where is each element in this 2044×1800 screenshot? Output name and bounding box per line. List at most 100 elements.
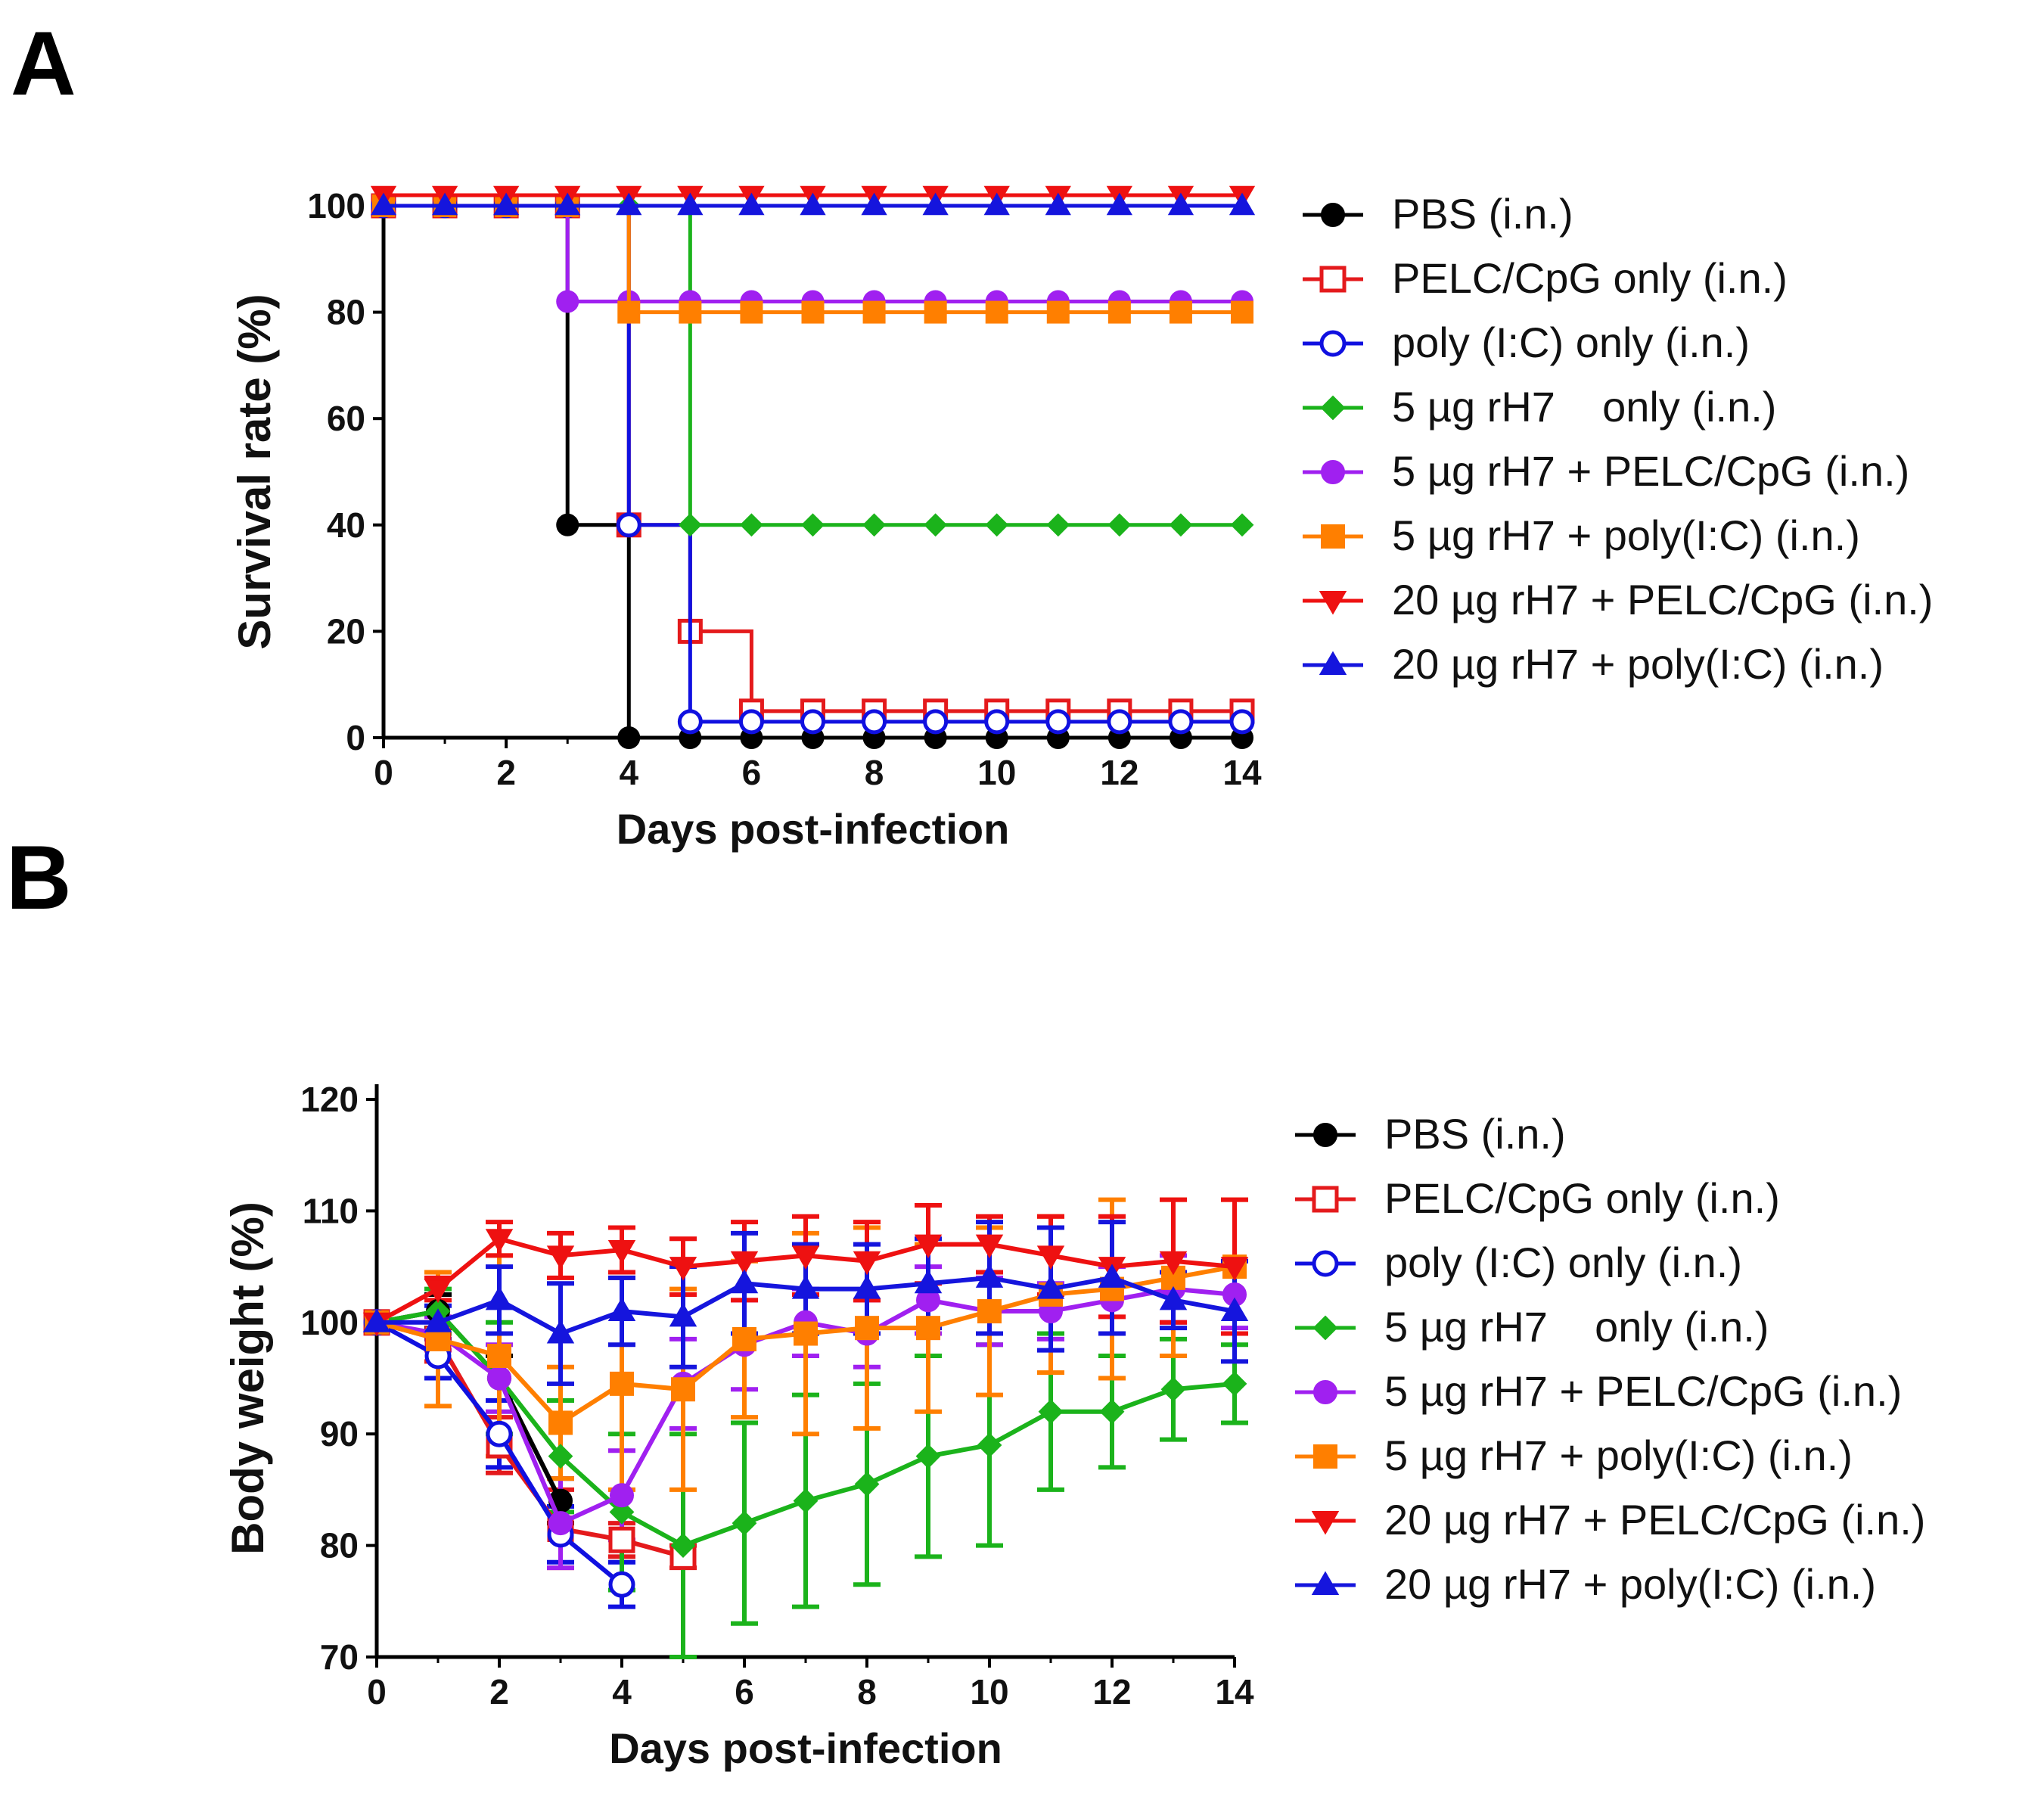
panel-a-point-5-g-rh7-only-i-n	[801, 513, 825, 537]
panel-a-point-20-g-rh7-poly-i-c-i-n	[1045, 192, 1071, 216]
panel-b-point-5-g-rh7-poly-i-c-i-n	[977, 1299, 1002, 1324]
panel-b-y-tick-label: 110	[303, 1191, 359, 1230]
panel-a-point-5-g-rh7-only-i-n	[924, 513, 948, 537]
panel-b-point-20-g-rh7-pelc-cpg-i-n	[1159, 1251, 1188, 1276]
panel-a-legend-label-poly-i-c-only-i-n: poly (I:C) only (i.n.)	[1392, 319, 1750, 366]
panel-b-x-tick-label: 12	[1092, 1672, 1131, 1711]
panel-a-point-20-g-rh7-poly-i-c-i-n	[554, 192, 581, 216]
panel-a-legend-label-5-g-rh7-pelc-cpg-i-n: 5 µg rH7 + PELC/CpG (i.n.)	[1392, 447, 1909, 495]
panel-a-legend-label-20-g-rh7-pelc-cpg-i-n: 20 µg rH7 + PELC/CpG (i.n.)	[1392, 576, 1933, 623]
panel-b-point-20-g-rh7-poly-i-c-i-n	[362, 1308, 391, 1332]
panel-a-point-20-g-rh7-poly-i-c-i-n	[1167, 192, 1194, 216]
panel-a-point-5-g-rh7-poly-i-c-i-n	[862, 300, 886, 324]
panel-b-x-tick-label: 6	[735, 1672, 754, 1711]
panel-b-point-5-g-rh7-only-i-n	[670, 1533, 696, 1559]
panel-b-legend-marker-pelc-cpg-only-i-n	[1312, 1186, 1339, 1213]
panel-a-x-tick-label: 10	[977, 753, 1016, 792]
panel-a-legend-marker-5-g-rh7-only-i-n	[1320, 395, 1346, 421]
panel-a-point-poly-i-c-only-i-n	[1045, 709, 1071, 735]
panel-b-legend-label-20-g-rh7-poly-i-c-i-n: 20 µg rH7 + poly(I:C) (i.n.)	[1384, 1560, 1876, 1608]
panel-b-legend-label-poly-i-c-only-i-n: poly (I:C) only (i.n.)	[1384, 1239, 1742, 1286]
panel-b-point-5-g-rh7-poly-i-c-i-n	[610, 1371, 634, 1396]
panel-b-point-20-g-rh7-pelc-cpg-i-n	[791, 1245, 820, 1270]
panel-a-point-5-g-rh7-poly-i-c-i-n	[617, 300, 641, 324]
panel-a-point-poly-i-c-only-i-n	[616, 512, 641, 538]
panel-a-point-poly-i-c-only-i-n	[677, 709, 703, 735]
panel-a-point-20-g-rh7-poly-i-c-i-n	[431, 192, 458, 216]
survival-chart: 0 2 4 6 8 10 12 14 0 20 40 60 80 100 Days post-infecti…	[229, 185, 1933, 853]
panel-b-y-tick-label: 80	[320, 1526, 359, 1565]
panel-a-point-poly-i-c-only-i-n	[738, 709, 764, 735]
panel-b-point-5-g-rh7-only-i-n	[793, 1488, 819, 1514]
panel-a-series-line-5-g-rh7-only-i-n	[384, 204, 1242, 527]
panel-b-point-20-g-rh7-pelc-cpg-i-n	[975, 1234, 1004, 1259]
panel-b-point-5-g-rh7-pelc-cpg-i-n	[487, 1366, 511, 1391]
panel-b-legend-label-5-g-rh7-pelc-cpg-i-n: 5 µg rH7 + PELC/CpG (i.n.)	[1384, 1367, 1902, 1415]
panel-a-legend-marker-5-g-rh7-pelc-cpg-i-n	[1321, 460, 1345, 484]
panel-a-series-line-pbs-i-n	[384, 204, 1242, 740]
panel-b-y-axis-label: Body weight (%)	[222, 1202, 273, 1555]
panel-a-point-5-g-rh7-poly-i-c-i-n	[1169, 300, 1192, 324]
panel-b-y-tick-label: 100	[300, 1303, 359, 1342]
panel-b-point-5-g-rh7-only-i-n	[609, 1499, 635, 1525]
panel-a-point-5-g-rh7-pelc-cpg-i-n	[556, 290, 579, 313]
panel-b-point-5-g-rh7-poly-i-c-i-n	[732, 1326, 756, 1351]
panel-a-y-axis-label: Survival rate (%)	[229, 294, 280, 649]
panel-b-legend-label-5-g-rh7-only-i-n: 5 µg rH7 only (i.n.)	[1384, 1303, 1769, 1351]
panel-a-point-pbs-i-n	[556, 513, 579, 536]
panel-a-point-5-g-rh7-only-i-n	[1230, 513, 1254, 537]
panel-b-legend-marker-5-g-rh7-pelc-cpg-i-n	[1313, 1380, 1337, 1404]
panel-a-series-line-5-g-rh7-pelc-cpg-i-n	[384, 204, 1242, 304]
panel-a-legend-label-5-g-rh7-only-i-n: 5 µg rH7 only (i.n.)	[1392, 383, 1776, 431]
panel-a-legend-label-5-g-rh7-poly-i-c-i-n: 5 µg rH7 + poly(I:C) (i.n.)	[1392, 511, 1860, 559]
panel-b-legend-label-pelc-cpg-only-i-n: PELC/CpG only (i.n.)	[1384, 1174, 1780, 1222]
panel-b-legend-marker-5-g-rh7-poly-i-c-i-n	[1313, 1444, 1337, 1469]
panel-a-point-20-g-rh7-poly-i-c-i-n	[738, 192, 765, 216]
panel-a-x-tick-label: 2	[496, 753, 516, 792]
panel-a-legend-marker-20-g-rh7-poly-i-c-i-n	[1319, 651, 1347, 675]
panel-b-point-5-g-rh7-only-i-n	[1038, 1399, 1064, 1425]
panel-b-y-tick-label: 90	[320, 1414, 359, 1453]
panel-a-series-line-pelc-cpg-only-i-n	[384, 204, 1242, 713]
panel-a-point-5-g-rh7-poly-i-c-i-n	[1107, 300, 1131, 324]
panel-b-point-20-g-rh7-poly-i-c-i-n	[485, 1285, 514, 1310]
panel-b-x-axis-label: Days post-infection	[609, 1724, 1002, 1772]
panel-a-point-20-g-rh7-poly-i-c-i-n	[677, 192, 704, 216]
panel-b-point-20-g-rh7-poly-i-c-i-n	[975, 1264, 1004, 1288]
panel-a-point-poly-i-c-only-i-n	[923, 709, 949, 735]
panel-a-point-5-g-rh7-only-i-n	[862, 513, 886, 537]
panel-b-legend-label-20-g-rh7-pelc-cpg-i-n: 20 µg rH7 + PELC/CpG (i.n.)	[1384, 1496, 1925, 1544]
panel-b-x-tick-label: 4	[612, 1672, 632, 1711]
panel-a-series-line-poly-i-c-only-i-n	[384, 204, 1242, 724]
panel-a-point-poly-i-c-only-i-n	[1107, 709, 1132, 735]
panel-a-y-tick-label: 100	[307, 186, 365, 225]
panel-a-x-tick-label: 12	[1100, 753, 1138, 792]
panel-b-point-20-g-rh7-poly-i-c-i-n	[853, 1275, 881, 1299]
panel-b-y-tick-label: 120	[300, 1080, 359, 1119]
panel-b-point-5-g-rh7-only-i-n	[732, 1510, 757, 1536]
panel-b-point-5-g-rh7-poly-i-c-i-n	[855, 1316, 879, 1341]
panel-a-label: A	[11, 13, 76, 114]
panel-a-point-5-g-rh7-only-i-n	[678, 513, 702, 537]
panel-a-y-tick-label: 20	[327, 611, 365, 651]
panel-a-point-20-g-rh7-poly-i-c-i-n	[922, 192, 949, 216]
panel-a-y-tick-label: 60	[327, 399, 365, 438]
panel-a-point-5-g-rh7-only-i-n	[1107, 513, 1132, 537]
panel-a-point-poly-i-c-only-i-n	[984, 709, 1010, 735]
panel-a-y-tick-label: 80	[327, 293, 365, 332]
panel-b-point-20-g-rh7-poly-i-c-i-n	[791, 1275, 820, 1299]
panel-b-point-5-g-rh7-pelc-cpg-i-n	[610, 1483, 634, 1508]
panel-b-point-5-g-rh7-only-i-n	[1160, 1376, 1186, 1402]
panel-b-legend-label-5-g-rh7-poly-i-c-i-n: 5 µg rH7 + poly(I:C) (i.n.)	[1384, 1432, 1853, 1479]
panel-a-point-poly-i-c-only-i-n	[862, 709, 887, 735]
panel-a-point-poly-i-c-only-i-n	[1168, 709, 1194, 735]
panel-a-x-tick-label: 14	[1222, 753, 1262, 792]
panel-a-point-pbs-i-n	[617, 726, 641, 749]
panel-b-x-tick-label: 2	[489, 1672, 509, 1711]
panel-b-point-5-g-rh7-poly-i-c-i-n	[794, 1321, 818, 1346]
panel-b-legend-marker-20-g-rh7-poly-i-c-i-n	[1311, 1571, 1340, 1595]
panel-a-point-20-g-rh7-poly-i-c-i-n	[616, 192, 642, 216]
panel-a-point-5-g-rh7-poly-i-c-i-n	[985, 300, 1008, 324]
panel-b-point-5-g-rh7-only-i-n	[915, 1444, 941, 1469]
